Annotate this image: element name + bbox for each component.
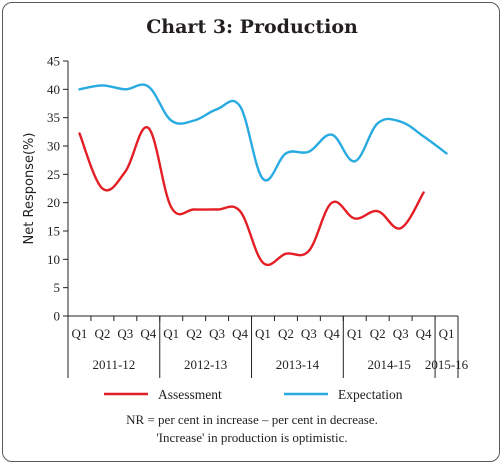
- x-tick-label: Q3: [301, 326, 317, 341]
- year-label: 2014-15: [368, 357, 411, 372]
- x-tick-label: Q2: [278, 326, 294, 341]
- x-tick-label: Q1: [163, 326, 179, 341]
- x-tick-label: Q3: [393, 326, 409, 341]
- x-tick-label: Q4: [140, 326, 156, 341]
- series-line-assessment: [78, 126, 425, 267]
- x-tick-label: Q4: [232, 326, 248, 341]
- year-label: 2015-16: [425, 357, 469, 372]
- y-tick-label: 40: [47, 82, 60, 97]
- series-line-expectation: [78, 83, 448, 182]
- year-label: 2013-14: [276, 357, 320, 372]
- x-tick-label: Q2: [186, 326, 202, 341]
- x-tick-label: Q1: [255, 326, 271, 341]
- y-tick-label: 10: [47, 252, 60, 267]
- chart-frame: [2, 2, 500, 462]
- x-tick-label: Q2: [370, 326, 386, 341]
- x-tick-label: Q3: [209, 326, 225, 341]
- x-tick-label: Q3: [117, 326, 133, 341]
- chart-title: Chart 3: Production: [146, 16, 358, 38]
- y-tick-label: 25: [47, 167, 60, 182]
- y-axis-label: Net Response(%): [22, 133, 37, 245]
- y-tick-label: 5: [54, 280, 61, 295]
- x-tick-label: Q1: [439, 326, 455, 341]
- x-tick-label: Q4: [324, 326, 340, 341]
- note-line-1: NR = per cent in increase – per cent in …: [126, 412, 378, 427]
- legend-label-expectation: Expectation: [338, 387, 403, 402]
- year-label: 2012-13: [184, 357, 227, 372]
- y-tick-label: 20: [47, 195, 60, 210]
- x-tick-label: Q2: [94, 326, 110, 341]
- y-tick-label: 45: [47, 54, 60, 69]
- note-line-2: 'Increase' in production is optimistic.: [156, 430, 348, 445]
- y-tick-label: 30: [47, 139, 60, 154]
- year-label: 2011-12: [92, 357, 135, 372]
- x-tick-label: Q1: [347, 326, 363, 341]
- x-tick-label: Q4: [416, 326, 432, 341]
- x-tick-label: Q1: [72, 326, 88, 341]
- y-tick-label: 15: [47, 224, 60, 239]
- y-tick-label: 35: [47, 110, 60, 125]
- y-tick-label: 0: [54, 309, 61, 324]
- legend-label-assessment: Assessment: [158, 387, 222, 402]
